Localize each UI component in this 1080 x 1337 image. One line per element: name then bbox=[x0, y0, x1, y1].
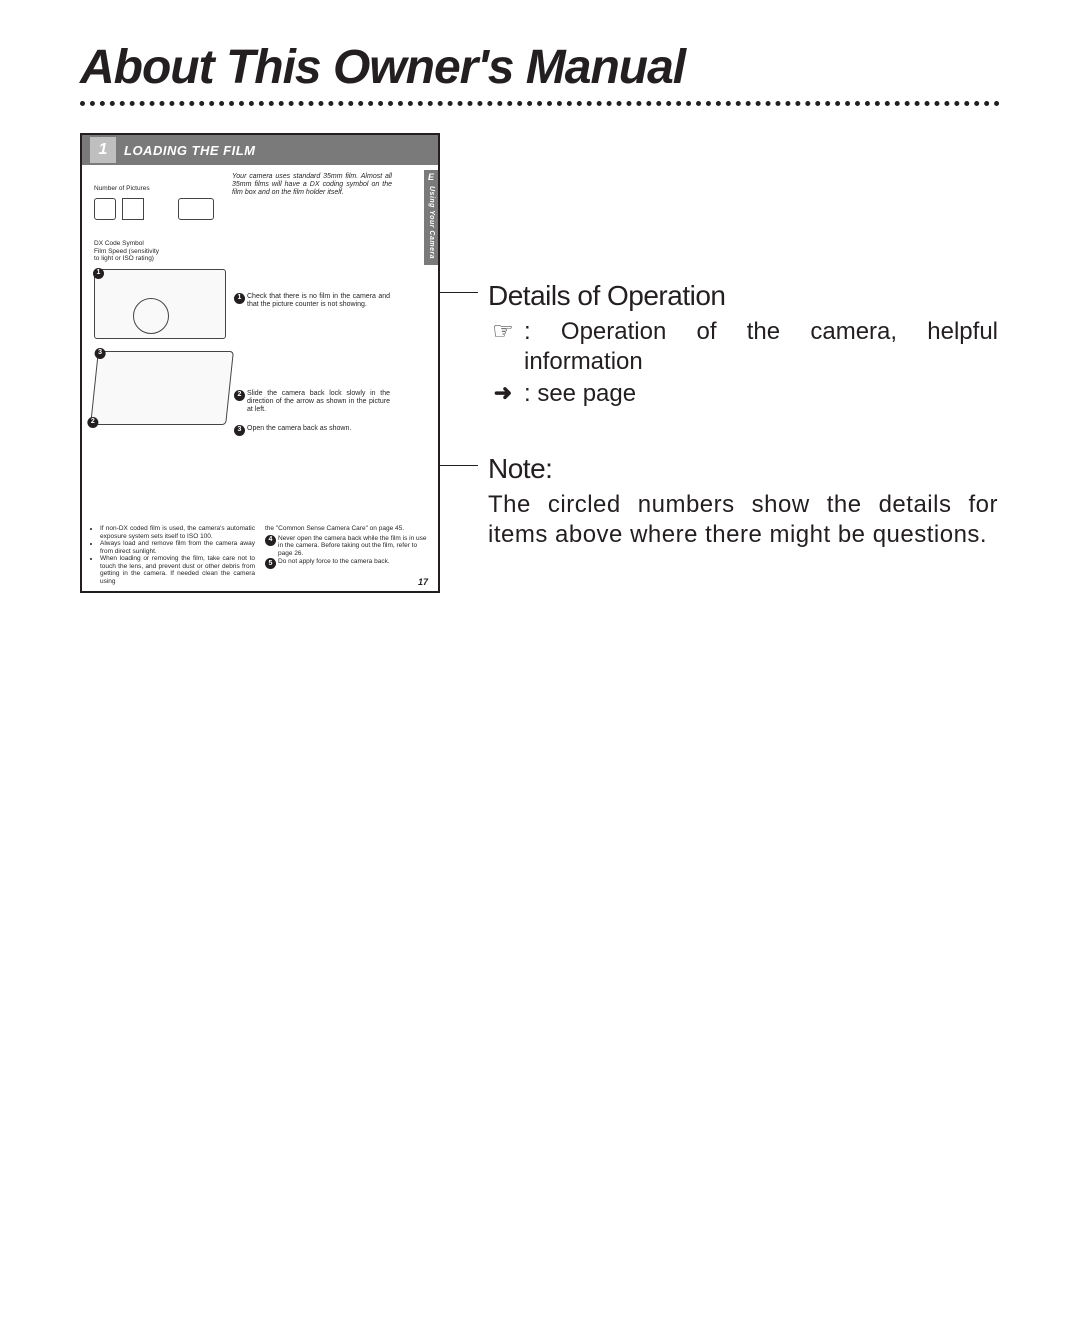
sample-page-number: 17 bbox=[418, 577, 428, 587]
camera-back-illustration: 3 2 bbox=[90, 351, 234, 425]
sample-intro: Your camera uses standard 35mm film. Alm… bbox=[232, 173, 392, 197]
note-item: If non-DX coded film is used, the camera… bbox=[100, 525, 255, 540]
note-block: Note: The circled numbers show the detai… bbox=[488, 451, 998, 550]
diagram-column: Number of Pictures DX Code Symbol Film S… bbox=[94, 185, 224, 425]
leader-line bbox=[438, 292, 478, 293]
callout-marker-3: 3 bbox=[95, 348, 106, 359]
callout-marker-1: 1 bbox=[93, 268, 104, 279]
step-2-text: Slide the camera back lock slowly in the… bbox=[247, 390, 390, 414]
camera-front-illustration: 1 bbox=[94, 269, 226, 339]
step-2: 2 Slide the camera back lock slowly in t… bbox=[234, 390, 390, 414]
note-continuation: the "Common Sense Camera Care" on page 4… bbox=[265, 525, 428, 532]
hand-text: : Operation of the camera, helpful infor… bbox=[524, 317, 998, 377]
step-3-text: Open the camera back as shown. bbox=[247, 425, 351, 436]
callout-marker-2: 2 bbox=[87, 417, 98, 428]
step-1-number: 1 bbox=[234, 293, 245, 304]
note-item: 4Never open the camera back while the fi… bbox=[265, 535, 428, 557]
section-title: LOADING THE FILM bbox=[124, 143, 256, 158]
side-tab-letter: E bbox=[428, 172, 434, 182]
film-icons bbox=[94, 198, 224, 244]
hand-pointer-icon: ☞ bbox=[488, 317, 518, 347]
step-3: 3 Open the camera back as shown. bbox=[234, 425, 390, 436]
section-number: 1 bbox=[90, 137, 116, 163]
film-canister-icon bbox=[94, 198, 116, 220]
callout-details: Details of Operation ☞ : Operation of th… bbox=[440, 278, 1000, 411]
sample-page-thumbnail: 1 LOADING THE FILM E Using Your Camera N… bbox=[80, 133, 440, 593]
page: About This Owner's Manual 1 LOADING THE … bbox=[0, 0, 1080, 633]
sample-body: E Using Your Camera Number of Pictures D… bbox=[82, 165, 438, 495]
callouts: Details of Operation ☞ : Operation of th… bbox=[440, 133, 1000, 550]
notes-left: If non-DX coded film is used, the camera… bbox=[92, 525, 255, 585]
film-box-icon bbox=[122, 198, 144, 220]
note-number-icon: 5 bbox=[265, 558, 276, 569]
note-number-icon: 4 bbox=[265, 535, 276, 546]
note-heading: Note: bbox=[488, 451, 998, 486]
details-block: Details of Operation ☞ : Operation of th… bbox=[488, 278, 998, 411]
arrow-text: : see page bbox=[524, 379, 998, 409]
details-hand-row: ☞ : Operation of the camera, helpful inf… bbox=[488, 317, 998, 377]
step-1-text: Check that there is no film in the camer… bbox=[247, 293, 390, 309]
sample-notes: If non-DX coded film is used, the camera… bbox=[92, 525, 428, 585]
dot-rule bbox=[80, 101, 1000, 111]
notes-right: the "Common Sense Camera Care" on page 4… bbox=[265, 525, 428, 585]
sample-header: 1 LOADING THE FILM bbox=[82, 135, 438, 165]
details-heading: Details of Operation bbox=[488, 278, 998, 313]
content-row: 1 LOADING THE FILM E Using Your Camera N… bbox=[80, 133, 1000, 593]
callout-note: Note: The circled numbers show the detai… bbox=[440, 451, 1000, 550]
side-tab: E Using Your Camera bbox=[424, 170, 438, 265]
step-1: 1 Check that there is no film in the cam… bbox=[234, 293, 390, 309]
arrow-right-icon: ➜ bbox=[488, 379, 518, 407]
note-item: Always load and remove film from the cam… bbox=[100, 540, 255, 555]
film-cartridge-icon bbox=[178, 198, 214, 220]
note-item: When loading or removing the film, take … bbox=[100, 555, 255, 585]
step-2-number: 2 bbox=[234, 390, 245, 401]
note-item: 5Do not apply force to the camera back. bbox=[265, 558, 428, 569]
note-body: The circled numbers show the details for… bbox=[488, 490, 998, 550]
page-title: About This Owner's Manual bbox=[80, 40, 1000, 95]
details-arrow-row: ➜ : see page bbox=[488, 379, 998, 409]
side-tab-text: Using Your Camera bbox=[427, 186, 435, 259]
label-num-pictures: Number of Pictures bbox=[94, 185, 224, 192]
leader-line bbox=[438, 465, 478, 466]
step-3-number: 3 bbox=[234, 425, 245, 436]
label-speed: Film Speed (sensitivity to light or ISO … bbox=[94, 248, 224, 263]
